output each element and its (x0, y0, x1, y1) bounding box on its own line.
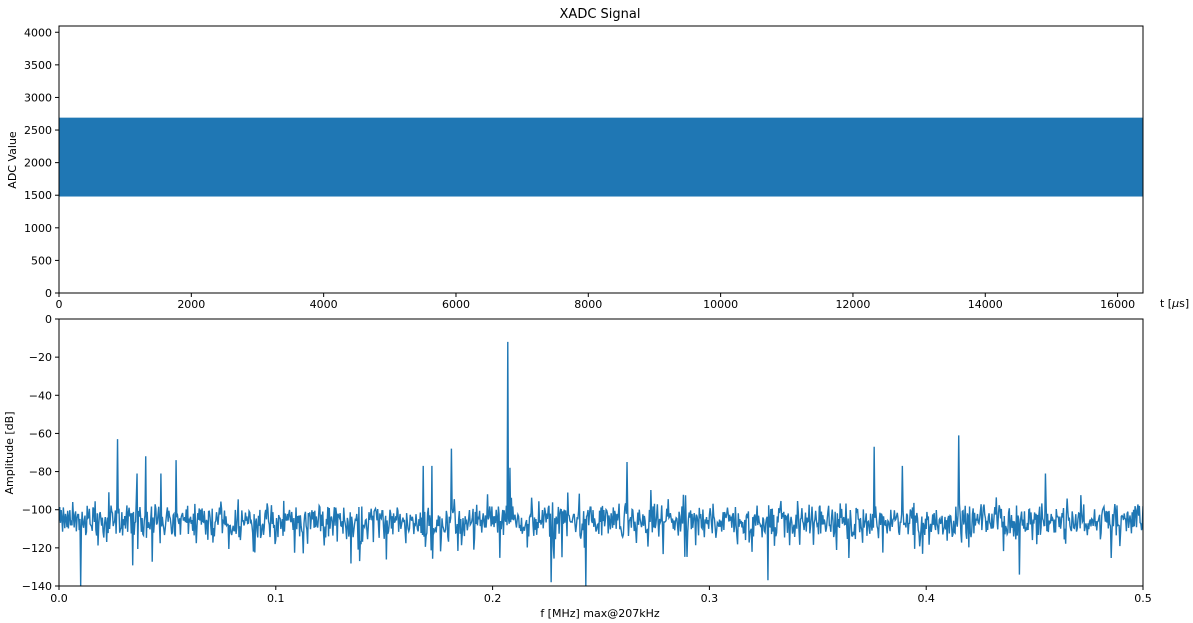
top-chart: XADC Signal 0 2000 4000 6000 8000 10000 12000 1… (6, 7, 1189, 311)
x-tick-label: 0.1 (267, 592, 285, 605)
signal-band (59, 117, 1143, 197)
y-tick-label: −100 (22, 504, 52, 517)
bottom-axes-frame (58, 318, 1144, 587)
y-tick-label: 4000 (24, 26, 52, 39)
y-tick-label: −60 (29, 427, 52, 440)
top-y-axis-label: ADC Value (6, 131, 19, 189)
x-tick-label: 0.2 (484, 592, 502, 605)
x-tick-label: 0 (56, 298, 63, 311)
y-tick-label: 1000 (24, 222, 52, 235)
x-tick-label: 4000 (310, 298, 338, 311)
y-tick-label: 3500 (24, 59, 52, 72)
bottom-y-axis-label: Amplitude [dB] (3, 412, 16, 495)
x-tick-label: 8000 (574, 298, 602, 311)
top-x-axis: 0 2000 4000 6000 8000 10000 12000 14000 16000 (56, 293, 1135, 311)
x-tick-label: 16000 (1100, 298, 1135, 311)
x-tick-label: 0.3 (701, 592, 719, 605)
y-tick-label: −80 (29, 466, 52, 479)
bottom-chart: 0.0 0.1 0.2 0.3 0.4 0.5 0 −20 −40 −60 −80 −100 −120… (3, 313, 1152, 620)
y-tick-label: 1500 (24, 189, 52, 202)
spectrum-line (59, 341, 1143, 586)
y-tick-label: 2500 (24, 124, 52, 137)
y-tick-label: −120 (22, 542, 52, 555)
top-axes-frame (58, 25, 1144, 294)
y-tick-label: −140 (22, 580, 52, 593)
x-tick-label: 6000 (442, 298, 470, 311)
x-tick-label: 0.4 (917, 592, 935, 605)
y-tick-label: 500 (31, 254, 52, 267)
x-tick-label: 0.0 (50, 592, 68, 605)
top-plot-area (59, 117, 1143, 197)
x-tick-label: 0.5 (1134, 592, 1152, 605)
bottom-x-axis-label: f [MHz] max@207kHz (540, 607, 660, 620)
top-x-axis-label: t [μs] (1160, 297, 1189, 310)
y-tick-label: 3000 (24, 91, 52, 104)
bottom-y-axis: 0 −20 −40 −60 −80 −100 −120 −140 (22, 313, 59, 593)
bottom-plot-area (59, 341, 1143, 586)
x-tick-label: 14000 (968, 298, 1003, 311)
top-chart-title: XADC Signal (560, 7, 641, 22)
x-tick-label: 12000 (835, 298, 870, 311)
y-tick-label: 0 (45, 313, 52, 326)
x-tick-label: 2000 (177, 298, 205, 311)
y-tick-label: −20 (29, 351, 52, 364)
y-tick-label: 0 (45, 287, 52, 300)
bottom-x-axis: 0.0 0.1 0.2 0.3 0.4 0.5 (50, 586, 1152, 605)
x-tick-label: 10000 (703, 298, 738, 311)
y-tick-label: 2000 (24, 157, 52, 170)
top-y-axis: 0 500 1000 1500 2000 2500 3000 3500 4000 (24, 26, 59, 300)
y-tick-label: −40 (29, 389, 52, 402)
